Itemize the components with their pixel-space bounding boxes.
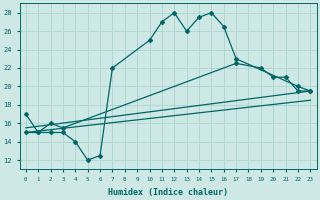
X-axis label: Humidex (Indice chaleur): Humidex (Indice chaleur) (108, 188, 228, 197)
